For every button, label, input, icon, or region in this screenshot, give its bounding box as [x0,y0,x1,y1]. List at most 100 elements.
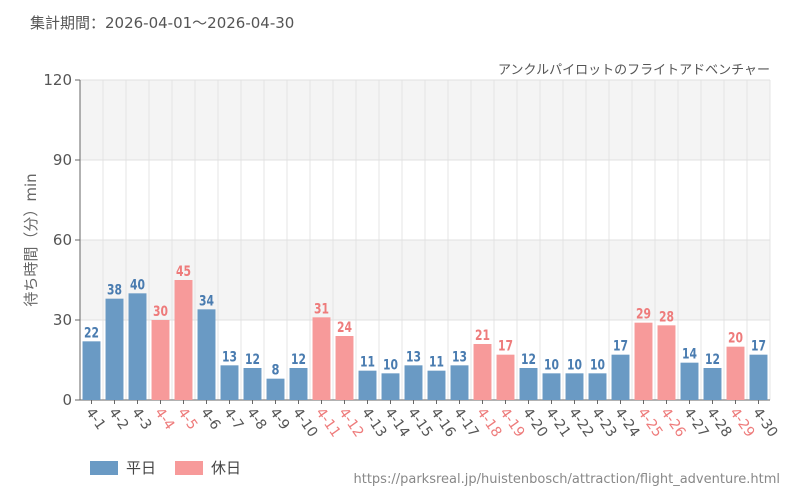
bar-value-label: 28 [659,309,674,325]
y-tick-label: 30 [53,311,72,329]
x-tick-label: 4-3 [128,405,154,433]
bar [726,346,745,400]
bar-value-label: 13 [406,349,421,365]
bar [542,373,561,400]
bar-value-label: 8 [272,363,280,379]
bar-value-label: 17 [613,339,628,355]
bar [174,280,193,400]
bar [151,320,170,400]
legend-weekday-swatch [90,460,118,475]
x-tick-label: 4-10 [289,405,320,440]
bar [473,344,492,400]
x-tick-label: 4-11 [312,405,343,440]
bar-value-label: 38 [107,283,122,299]
bar [680,362,699,400]
bar [749,354,768,400]
bar-value-label: 34 [199,293,214,309]
x-tick-label: 4-2 [105,405,131,433]
bar-value-label: 21 [475,328,490,344]
bar-value-label: 14 [682,347,697,363]
bar [289,368,308,400]
bar-value-label: 10 [590,357,605,373]
bar-value-label: 12 [291,352,306,368]
bar [128,293,147,400]
x-tick-label: 4-22 [565,405,596,440]
bar-value-label: 10 [567,357,582,373]
bar [565,373,584,400]
x-tick-label: 4-29 [726,405,757,440]
bar-value-label: 12 [521,352,536,368]
bar [335,336,354,400]
bar [588,373,607,400]
x-tick-label: 4-8 [243,405,269,433]
y-tick-label: 90 [53,151,72,169]
bar-value-label: 17 [751,339,766,355]
bar-value-label: 24 [337,320,352,336]
bar [450,365,469,400]
x-tick-label: 4-7 [220,405,246,433]
x-tick-label: 4-18 [473,405,504,440]
y-axis-label: 待ち時間（分）min [22,173,40,306]
y-tick-label: 120 [43,71,72,89]
bar-value-label: 13 [222,349,237,365]
x-tick-label: 4-13 [358,405,389,440]
period-label: 集計期間：2026-04-01～2026-04-30 [30,14,295,32]
y-tick-label: 60 [53,231,72,249]
x-tick-label: 4-27 [680,405,711,440]
legend-holiday-label: 休日 [211,459,242,477]
x-tick-label: 4-1 [82,405,108,433]
x-tick-label: 4-26 [657,405,688,440]
bar-value-label: 10 [383,357,398,373]
bar [220,365,239,400]
bar [404,365,423,400]
bar [358,370,377,400]
x-tick-label: 4-23 [588,405,619,440]
x-tick-label: 4-28 [703,405,734,440]
x-tick-label: 4-12 [335,405,366,440]
bar-value-label: 11 [429,355,444,371]
legend-weekday-label: 平日 [126,459,157,477]
bar [243,368,262,400]
bar-value-label: 11 [360,355,375,371]
bar-value-label: 30 [153,304,168,320]
x-tick-label: 4-9 [266,405,292,433]
x-tick-label: 4-14 [381,405,412,440]
bar-value-label: 12 [245,352,260,368]
bar [496,354,515,400]
x-tick-label: 4-20 [519,405,550,440]
x-tick-label: 4-24 [611,405,642,440]
bar [519,368,538,400]
bar-value-label: 45 [176,264,191,280]
bar-value-label: 40 [130,277,145,293]
x-tick-label: 4-15 [404,405,435,440]
x-tick-label: 4-5 [174,405,200,433]
x-tick-label: 4-6 [197,405,223,433]
bar [197,309,216,400]
bar [427,370,446,400]
x-tick-label: 4-16 [427,405,458,440]
source-url: https://parksreal.jp/huistenbosch/attrac… [353,472,781,487]
bar-value-label: 10 [544,357,559,373]
bar [105,298,124,400]
x-tick-label: 4-17 [450,405,481,440]
legend-holiday: 休日 [175,457,241,478]
legend-weekday: 平日 [90,457,156,478]
bar-value-label: 31 [314,301,329,317]
bar-value-label: 12 [705,352,720,368]
bar-value-label: 22 [84,325,99,341]
bar [611,354,630,400]
chart-title: アンクルパイロットのフライトアドベンチャー [498,63,770,78]
x-tick-label: 4-30 [749,405,780,440]
bar-value-label: 20 [728,331,743,347]
bar-value-label: 17 [498,339,513,355]
x-tick-label: 4-21 [542,405,573,440]
bar [657,325,676,400]
x-tick-label: 4-4 [151,405,177,433]
bar-value-label: 13 [452,349,467,365]
bar [82,341,101,400]
bar [312,317,331,400]
x-tick-label: 4-19 [496,405,527,440]
bar-value-label: 29 [636,307,651,323]
x-tick-label: 4-25 [634,405,665,440]
